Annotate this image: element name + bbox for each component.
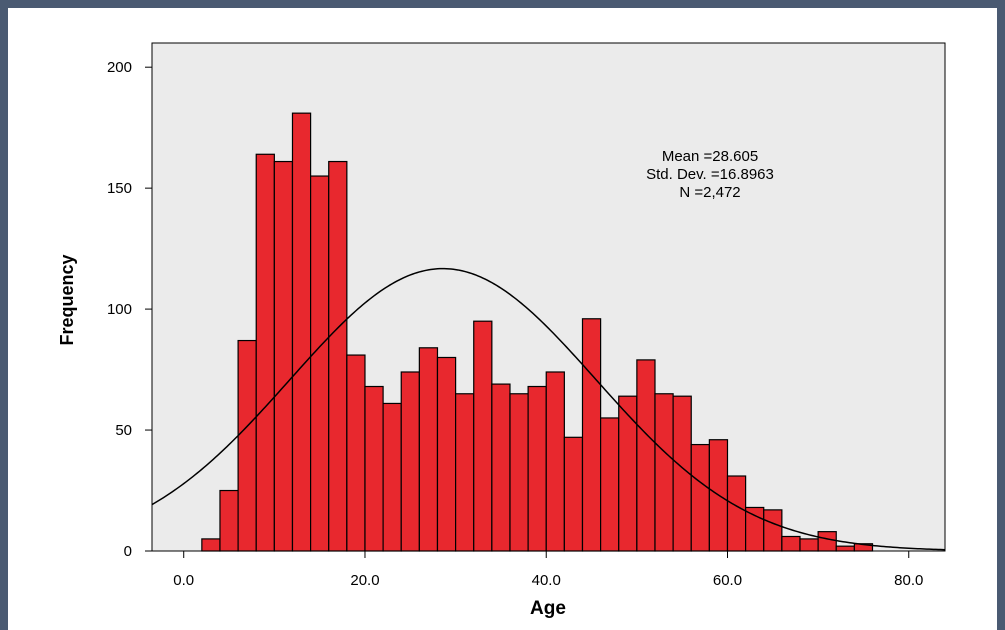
histogram-bar-25 <box>654 393 674 552</box>
histogram-bar-22 <box>600 417 620 552</box>
histogram-bar-4 <box>273 160 294 552</box>
histogram-bar-35 <box>835 545 855 552</box>
histogram-bar-29 <box>726 475 747 552</box>
histogram-bar-34 <box>817 531 837 552</box>
y-axis-title: Frequency <box>57 254 77 345</box>
histogram-bar-17 <box>509 393 529 552</box>
x-tick-label: 40.0 <box>532 572 561 589</box>
x-axis-title: Age <box>530 598 566 619</box>
histogram-bar-9 <box>364 385 384 552</box>
histogram-bar-32 <box>781 535 801 552</box>
histogram-bar-13 <box>436 356 457 552</box>
y-tick-label: 100 <box>107 301 132 318</box>
histogram-bar-0 <box>201 538 221 552</box>
stats-n: N =2,472 <box>679 184 740 201</box>
histogram-bar-8 <box>346 354 366 552</box>
x-tick-label: 20.0 <box>350 572 379 589</box>
y-tick-label: 200 <box>107 59 132 76</box>
histogram-bar-33 <box>799 538 819 552</box>
x-tick-label: 80.0 <box>894 572 923 589</box>
histogram-bar-1 <box>219 489 239 552</box>
histogram-bar-14 <box>455 393 475 552</box>
stats-mean: Mean =28.605 <box>662 148 758 165</box>
x-tick-label: 0.0 <box>173 572 194 589</box>
histogram-bar-7 <box>328 160 348 552</box>
histogram-bar-6 <box>310 175 330 552</box>
histogram-bars <box>201 112 874 552</box>
histogram-bar-5 <box>291 112 312 552</box>
histogram-bar-3 <box>255 153 275 552</box>
histogram-bar-24 <box>636 359 656 552</box>
y-tick-label: 0 <box>124 543 132 560</box>
histogram-bar-2 <box>237 339 257 552</box>
x-tick-label: 60.0 <box>713 572 742 589</box>
y-tick-label: 50 <box>115 422 132 439</box>
histogram-bar-27 <box>690 443 710 552</box>
histogram-bar-31 <box>763 509 783 552</box>
histogram-bar-15 <box>473 320 493 552</box>
histogram-bar-18 <box>527 385 547 552</box>
histogram-bar-12 <box>418 347 439 552</box>
y-axis: 0 50 100 150 200 <box>107 59 152 560</box>
histogram-bar-19 <box>545 371 565 552</box>
stats-std-dev: Std. Dev. =16.8963 <box>646 166 774 183</box>
histogram-bar-20 <box>563 436 584 552</box>
normal-curve <box>151 267 946 551</box>
histogram-bar-21 <box>581 318 602 552</box>
histogram-bar-23 <box>618 395 638 552</box>
histogram-bar-16 <box>491 383 511 552</box>
histogram-bar-10 <box>382 402 402 552</box>
histogram-bar-30 <box>745 506 765 552</box>
y-tick-label: 150 <box>107 180 132 197</box>
x-axis: 0.0 20.0 40.0 60.0 80.0 <box>173 551 923 589</box>
histogram-bar-11 <box>400 371 420 552</box>
